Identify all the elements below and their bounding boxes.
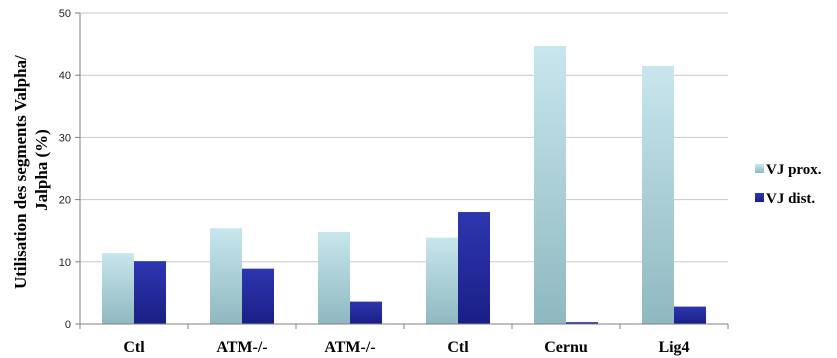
bars: [102, 45, 706, 325]
x-tick-label: Cernu: [544, 339, 588, 356]
x-tick-label: Ctl: [447, 339, 469, 356]
bar-vj-prox: [426, 237, 458, 324]
bar-vj-prox: [642, 65, 674, 325]
x-tick-label: ATM-/-: [216, 339, 267, 356]
bar-vj-dist: [350, 301, 382, 324]
bar-vj-dist: [458, 212, 490, 324]
y-tick-label: 10: [59, 257, 71, 269]
y-axis-label-line-1: Utilisation des segments Valpha/: [11, 55, 30, 289]
bar-vj-prox: [210, 228, 242, 324]
gridlines: [80, 12, 728, 263]
legend-label-vj-dist: VJ dist.: [766, 191, 815, 207]
tick-labels: 0 10 20 30 40 50 Ctl ATM-/- ATM-/- Ctl Cernu Lig4: [59, 8, 690, 356]
legend-swatch-vj-prox: [755, 164, 764, 173]
axes: [75, 12, 729, 329]
y-tick-label: 50: [59, 8, 71, 20]
x-tick-label: Lig4: [658, 339, 689, 356]
y-tick-label: 0: [65, 319, 71, 331]
bar-vj-dist: [242, 268, 274, 324]
y-tick-label: 20: [59, 195, 71, 207]
x-tick-label: ATM-/-: [324, 339, 375, 356]
legend-swatch-vj-dist: [755, 193, 764, 202]
bar-vj-dist: [134, 261, 166, 324]
legend: VJ prox. VJ dist.: [755, 162, 822, 207]
x-tick-label: Ctl: [123, 339, 145, 356]
y-tick-label: 30: [59, 132, 71, 144]
y-axis-label: Utilisation des segments Valpha/ Jalpha …: [11, 51, 51, 289]
bar-vj-dist: [566, 322, 598, 324]
bar-vj-dist: [674, 306, 706, 324]
bar-vj-prox: [102, 253, 134, 324]
legend-label-vj-prox: VJ prox.: [766, 162, 822, 178]
y-tick-label: 40: [59, 70, 71, 82]
bar-vj-prox: [534, 45, 566, 324]
bar-vj-prox: [318, 231, 350, 324]
y-axis-label-line-2: Jalpha (%): [32, 129, 51, 211]
